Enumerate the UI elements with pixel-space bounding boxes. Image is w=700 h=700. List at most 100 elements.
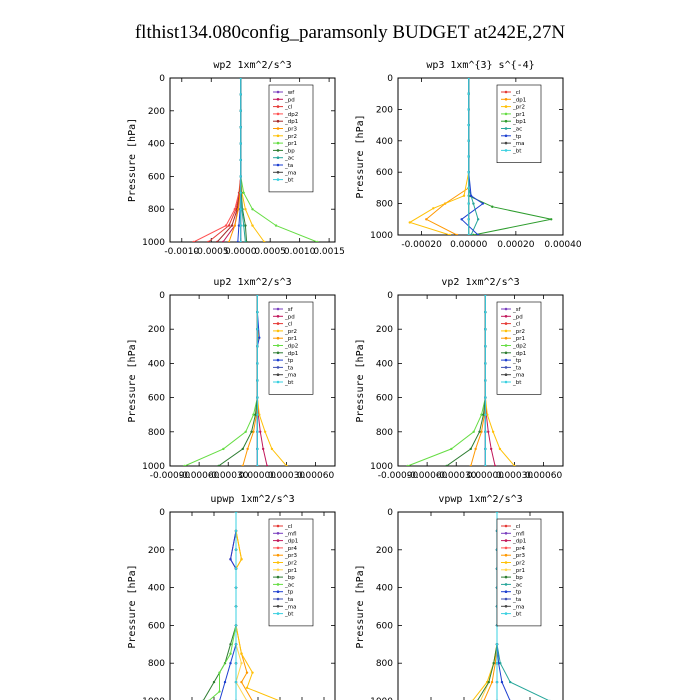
y-axis-label: Pressure [hPa]	[127, 338, 138, 422]
data-point	[217, 464, 220, 466]
data-point	[484, 396, 487, 399]
legend-marker	[276, 178, 280, 181]
series-line-pd	[256, 295, 268, 466]
legend-entry: _dp1	[284, 119, 298, 125]
legend-entry: _tp	[512, 590, 522, 596]
data-point	[484, 310, 487, 314]
legend-marker	[276, 612, 280, 615]
panel-4: vp2 1xm^2/s^3 Pressure [hPa] 0 200 400 600 800…	[355, 277, 564, 481]
legend-marker	[276, 351, 280, 355]
data-point	[489, 447, 493, 451]
data-point	[408, 221, 411, 224]
legend-entry: _pr3	[284, 553, 298, 559]
data-point	[240, 652, 243, 655]
y-tick-label: 600	[148, 172, 165, 182]
legend-marker	[276, 532, 280, 535]
legend-marker	[504, 597, 508, 601]
data-point	[256, 328, 259, 331]
x-tick-label: 0.0010	[284, 247, 316, 257]
data-point	[234, 586, 238, 589]
data-point	[218, 690, 221, 693]
legend-entry: _ma	[284, 170, 296, 176]
legend-entry: _pr1	[512, 336, 525, 342]
legend-entry: _dp2	[284, 344, 298, 350]
legend-entry: _cl	[284, 524, 293, 530]
legend-marker	[276, 568, 280, 572]
data-point	[450, 447, 453, 451]
data-point	[234, 567, 238, 570]
legend-entry: _cl	[512, 322, 521, 328]
y-axis-label: Pressure [hPa]	[355, 338, 366, 422]
legend-marker	[276, 553, 280, 557]
data-point	[270, 447, 274, 451]
data-point	[233, 208, 237, 211]
y-tick-label: 600	[376, 168, 393, 178]
data-point	[252, 413, 255, 416]
data-point	[500, 680, 504, 684]
legend-entry: _pr2	[284, 329, 297, 335]
legend-entry: _mfl	[512, 531, 525, 537]
data-point	[482, 413, 485, 416]
series-line-pd	[484, 295, 496, 466]
legend-marker	[504, 605, 508, 608]
data-point	[462, 194, 466, 197]
legend-marker	[504, 590, 508, 593]
legend-entry: _pr2	[284, 134, 297, 140]
x-tick-label: 0.00030	[268, 471, 305, 481]
data-point	[467, 202, 470, 205]
x-tick-label: -0.00060	[407, 471, 448, 481]
x-tick-label: -0.0005	[194, 247, 229, 257]
legend-marker	[276, 105, 280, 108]
series-line-pr1	[470, 295, 486, 466]
data-point	[478, 430, 481, 433]
panel-title: upwp 1xm^2/s^3	[210, 494, 294, 505]
data-point	[480, 413, 483, 416]
data-point	[227, 224, 231, 227]
panel-title: wp3 1xm^{3} s^{-4}	[426, 60, 534, 71]
data-point	[250, 430, 253, 433]
legend-box	[268, 518, 314, 627]
y-tick-label: 800	[148, 428, 165, 438]
series-group	[406, 295, 516, 466]
data-point	[241, 447, 244, 451]
data-point	[242, 191, 245, 194]
data-point	[487, 680, 490, 684]
panel-title: vp2 1xm^2/s^3	[441, 277, 519, 288]
x-tick-label: 0.00000	[239, 471, 276, 481]
data-point	[239, 126, 242, 129]
panel-title: vpwp 1xm^2/s^3	[438, 494, 522, 505]
y-tick-label: 1000	[142, 462, 165, 472]
legend-marker	[504, 119, 508, 123]
data-point	[234, 548, 238, 551]
legend-entry: _tp	[284, 358, 294, 364]
legend-marker	[276, 373, 280, 377]
x-tick-label: 0.00040	[544, 240, 581, 250]
data-point	[263, 430, 267, 433]
legend-marker	[504, 583, 508, 586]
legend-marker	[276, 546, 280, 550]
legend-entry: _pr2	[284, 561, 297, 567]
y-tick-label: 200	[148, 325, 165, 335]
y-tick-label: 0	[159, 74, 165, 84]
legend-entry: _sf	[512, 307, 522, 313]
data-point	[251, 671, 254, 674]
legend-box	[496, 518, 542, 627]
legend-marker	[504, 344, 508, 347]
data-point	[240, 662, 243, 665]
data-point	[484, 362, 487, 365]
y-tick-label: 800	[376, 200, 393, 210]
legend-entry: _pr1	[284, 568, 297, 574]
y-tick-label: 200	[148, 546, 165, 556]
data-point	[467, 92, 470, 95]
legend-entry: _tp	[512, 134, 522, 140]
series-line-dp2	[184, 295, 258, 466]
data-point	[256, 310, 259, 314]
data-point	[239, 142, 242, 145]
data-point	[261, 447, 265, 451]
legend-marker	[276, 575, 280, 579]
data-point	[448, 233, 452, 235]
y-tick-label: 800	[148, 659, 165, 669]
data-point	[239, 191, 242, 194]
series-group	[202, 512, 281, 700]
data-point	[233, 224, 237, 227]
